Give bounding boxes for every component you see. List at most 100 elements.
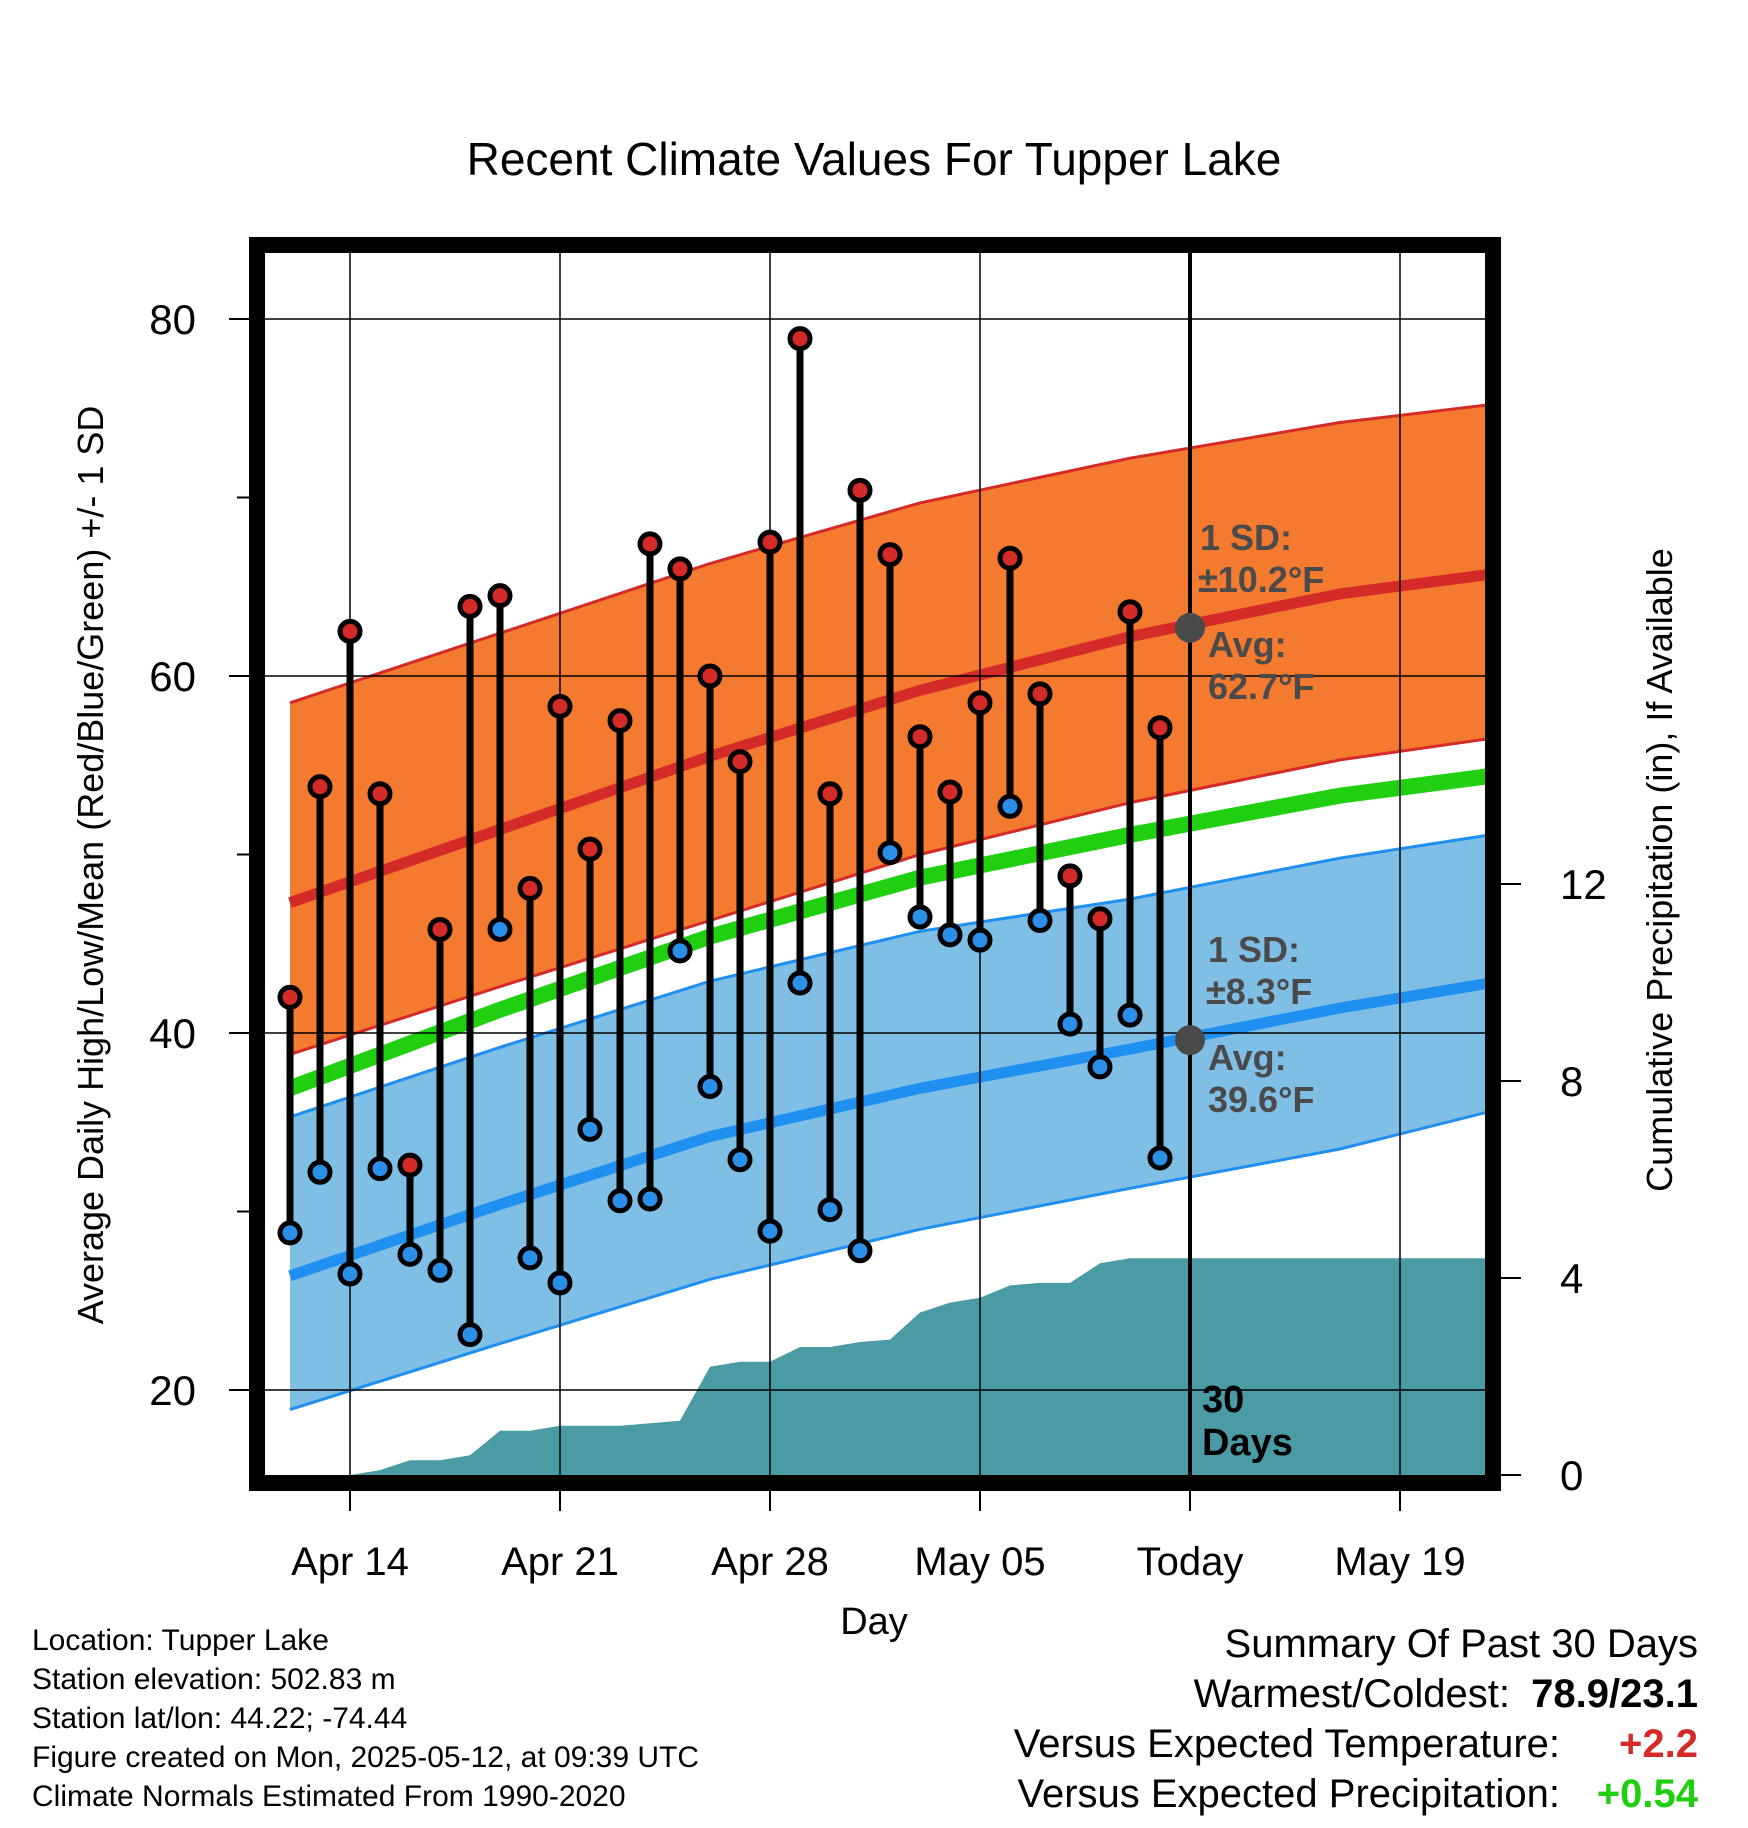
y-tick-label: 40 (149, 1010, 196, 1057)
low-normal-line (288, 978, 1485, 1282)
high-point (787, 326, 813, 352)
x-tick-label: Today (1137, 1540, 1244, 1584)
low-point (307, 1159, 333, 1185)
high-avg-label: Avg: (1208, 624, 1287, 665)
precip-label: Versus Expected Precipitation: (1017, 1772, 1560, 1816)
y-tick-label: 60 (149, 653, 196, 700)
precip-value: +0.54 (1596, 1772, 1698, 1816)
low-point (277, 1220, 303, 1246)
low-point (337, 1261, 363, 1287)
low-point (847, 1238, 873, 1264)
low-point (877, 840, 903, 866)
y-axis-label: Average Daily High/Low/Mean (Red/Blue/Gr… (70, 406, 111, 1325)
high-point (877, 542, 903, 568)
low-point (907, 904, 933, 930)
normals-info: Climate Normals Estimated From 1990-2020 (32, 1780, 626, 1813)
chart-title: Recent Climate Values For Tupper Lake (467, 133, 1282, 185)
high-point (1027, 681, 1053, 707)
low-point (1057, 1011, 1083, 1037)
latlon-info: Station lat/lon: 44.22; -74.44 (32, 1702, 408, 1735)
low-point (1117, 1002, 1143, 1028)
precip-area (290, 1258, 1485, 1475)
high-point (847, 477, 873, 503)
low-point (1147, 1145, 1173, 1171)
high-point (1147, 715, 1173, 741)
high-avg-marker (1175, 612, 1205, 643)
temp-value: +2.2 (1619, 1722, 1698, 1766)
low-avg-marker (1175, 1025, 1205, 1056)
high-point (967, 690, 993, 716)
low-point (397, 1241, 423, 1267)
low-point (997, 793, 1023, 819)
high-point (487, 583, 513, 609)
low-avg-label: Avg: (1208, 1037, 1287, 1078)
y-tick-label: 20 (149, 1367, 196, 1414)
low-point (517, 1245, 543, 1271)
high-point (697, 663, 723, 689)
high-point (367, 781, 393, 807)
y2-tick-label: 8 (1560, 1058, 1583, 1105)
location-info: Location: Tupper Lake (32, 1624, 329, 1657)
high-point (277, 984, 303, 1010)
low-point (367, 1156, 393, 1182)
high-point (577, 836, 603, 862)
summary-precip: Versus Expected Precipitation: +0.54 (1017, 1772, 1698, 1817)
high-point (427, 916, 453, 942)
x-axis-label: Day (840, 1601, 908, 1643)
high-point (937, 779, 963, 805)
low-point (457, 1322, 483, 1348)
high-point (1117, 599, 1143, 625)
plot-content (265, 253, 1485, 1475)
low-point (727, 1147, 753, 1173)
low-point (667, 938, 693, 964)
x-tick-label: May 05 (914, 1540, 1045, 1584)
summary-title: Summary Of Past 30 Days (1224, 1622, 1698, 1666)
y-tick-label: 80 (149, 296, 196, 343)
low-point (427, 1257, 453, 1283)
low-sd-value: ±8.3°F (1206, 971, 1312, 1012)
low-sd-band-upper-edge (289, 834, 1485, 1119)
low-point (937, 922, 963, 948)
plot-frame (249, 237, 1501, 1491)
low-point (757, 1218, 783, 1244)
low-point (697, 1074, 723, 1100)
y2-tick-label: 4 (1560, 1255, 1583, 1302)
period-label-number: 30 (1202, 1379, 1244, 1421)
high-point (397, 1152, 423, 1178)
warm-cold-label: Warmest/Coldest: (1193, 1672, 1510, 1716)
low-sd-band (290, 835, 1485, 1410)
high-point (1087, 906, 1113, 932)
x-tick-label: Apr 21 (501, 1540, 619, 1584)
low-point (637, 1186, 663, 1212)
y2-tick-label: 12 (1560, 861, 1607, 908)
warm-cold-value: 78.9/23.1 (1531, 1672, 1698, 1716)
x-tick-label: Apr 28 (711, 1540, 829, 1584)
low-point (1027, 908, 1053, 934)
high-point (727, 749, 753, 775)
low-point (577, 1116, 603, 1142)
high-point (307, 774, 333, 800)
high-point (997, 545, 1023, 571)
low-point (817, 1197, 843, 1223)
low-avg-value: 39.6°F (1208, 1079, 1314, 1120)
summary-temp: Versus Expected Temperature: +2.2 (1014, 1722, 1698, 1767)
period-label-unit: Days (1202, 1422, 1293, 1464)
low-sd-band-lower-edge (289, 1111, 1485, 1412)
low-point (547, 1270, 573, 1296)
low-point (607, 1188, 633, 1214)
high-avg-value: 62.7°F (1208, 666, 1314, 707)
x-tick-label: May 19 (1334, 1540, 1465, 1584)
high-sd-value: ±10.2°F (1198, 559, 1324, 600)
high-point (517, 875, 543, 901)
high-point (607, 708, 633, 734)
high-point (637, 531, 663, 557)
high-point (907, 724, 933, 750)
high-point (337, 618, 363, 644)
low-point (487, 916, 513, 942)
x-tick-label: Apr 14 (291, 1540, 409, 1584)
high-point (757, 529, 783, 555)
high-point (457, 593, 483, 619)
low-point (1087, 1054, 1113, 1080)
